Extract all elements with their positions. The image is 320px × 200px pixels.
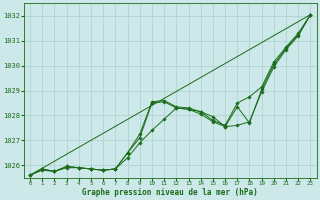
X-axis label: Graphe pression niveau de la mer (hPa): Graphe pression niveau de la mer (hPa) xyxy=(82,188,258,197)
